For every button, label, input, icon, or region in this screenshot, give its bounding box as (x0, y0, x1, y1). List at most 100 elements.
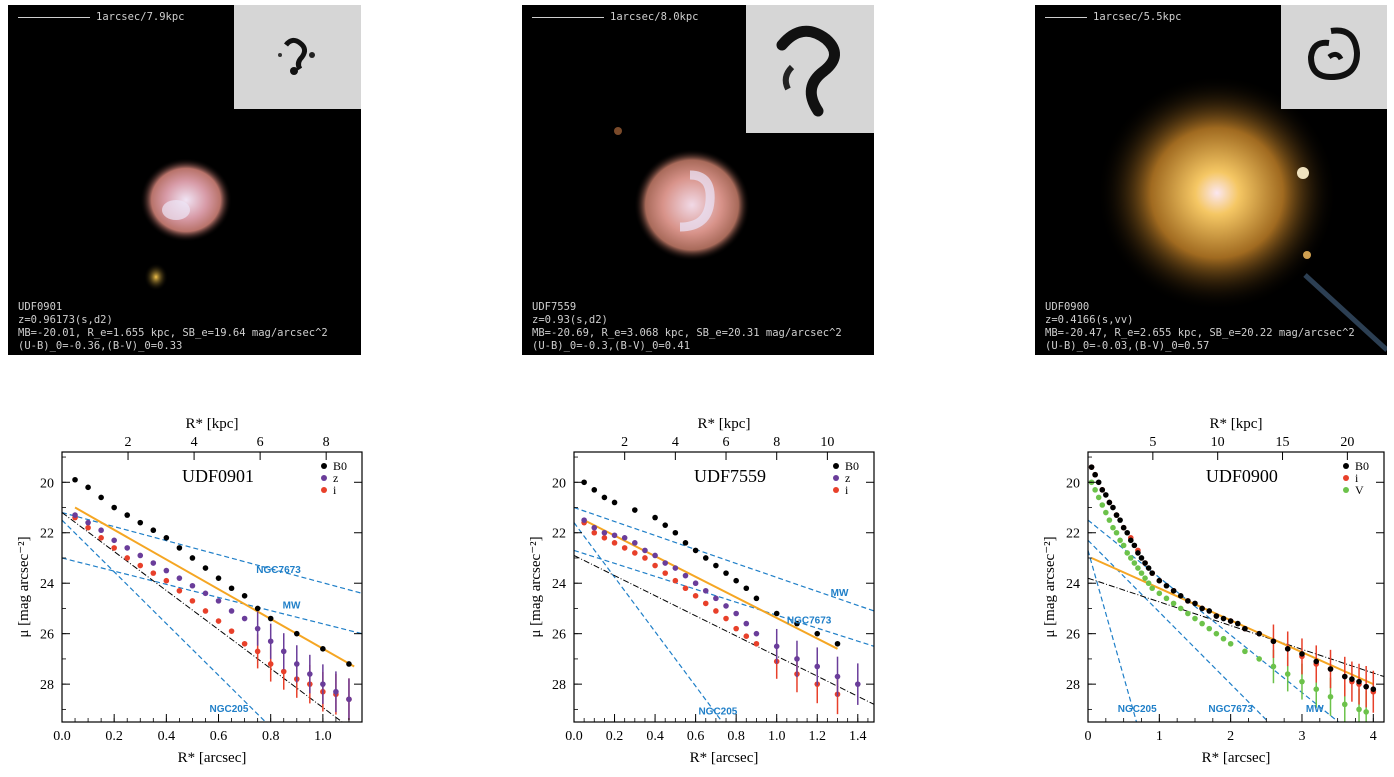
data-point (773, 643, 780, 650)
data-point (163, 567, 170, 574)
reference-line (62, 511, 362, 594)
data-point (1135, 550, 1141, 556)
data-point (150, 560, 157, 566)
data-point (1149, 570, 1155, 576)
data-point (733, 577, 739, 584)
x-tick-label: 0.0 (53, 729, 71, 744)
data-point (743, 620, 750, 627)
top-axis-label: R* [kpc] (1210, 416, 1263, 432)
data-point (215, 618, 222, 624)
x-tick-label: 0 (1085, 729, 1092, 744)
data-point (601, 534, 608, 541)
data-point (773, 610, 780, 617)
data-point (743, 633, 750, 640)
data-point (1142, 575, 1148, 581)
data-point (1120, 524, 1127, 531)
info-line: MB=-20.47, R_e=2.655 kpc, SB_e=20.22 mag… (1045, 327, 1355, 339)
legend-label: B0 (333, 459, 347, 473)
data-point (254, 625, 261, 632)
data-point (189, 598, 196, 604)
info-line: (U-B)_0=-0.03,(B-V)_0=0.57 (1045, 340, 1210, 352)
data-point (1092, 487, 1098, 493)
y-tick-label: 22 (40, 527, 54, 542)
data-point (1199, 605, 1205, 612)
data-point (1370, 686, 1377, 692)
data-point (834, 640, 841, 647)
y-tick-label: 20 (40, 476, 54, 491)
data-point (267, 615, 274, 622)
data-point (662, 560, 669, 566)
data-point (1284, 671, 1291, 677)
data-point (723, 603, 729, 609)
chart-title: UDF7559 (694, 466, 766, 486)
data-point (241, 615, 248, 622)
data-point (176, 545, 183, 551)
top-tick-label: 4 (672, 435, 679, 450)
data-point (137, 562, 144, 569)
legend-marker (833, 487, 839, 493)
top-tick-label: 20 (1340, 435, 1354, 450)
legend-marker (833, 463, 839, 469)
data-point (124, 545, 131, 551)
data-point (642, 547, 648, 554)
data-point (1256, 630, 1262, 637)
x-tick-label: 4 (1370, 729, 1377, 744)
data-point (307, 671, 313, 677)
data-point (591, 529, 598, 536)
galaxy-image-graphic (140, 158, 232, 291)
data-point (202, 608, 209, 614)
data-point (111, 545, 117, 551)
data-point (1149, 585, 1155, 592)
data-point (1256, 656, 1262, 662)
data-point (1156, 577, 1163, 584)
data-point (124, 512, 131, 518)
data-point (1103, 492, 1109, 498)
fit-line (74, 506, 355, 668)
top-tick-label: 10 (820, 435, 834, 450)
data-point (72, 512, 78, 518)
x-tick-label: 0.8 (262, 729, 280, 744)
data-point (682, 585, 689, 592)
top-tick-label: 2 (621, 435, 628, 450)
data-point (814, 630, 821, 637)
data-point (202, 565, 209, 571)
top-tick-label: 15 (1276, 435, 1290, 450)
info-line: MB=-20.01, R_e=1.655 kpc, SB_e=19.64 mag… (18, 327, 328, 339)
data-point (1099, 502, 1106, 508)
legend-marker (1343, 475, 1349, 481)
reference-line (1088, 539, 1270, 722)
data-point (1124, 550, 1131, 556)
y-tick-label: 28 (40, 678, 54, 693)
data-point (150, 570, 157, 576)
data-point (611, 499, 618, 506)
data-point (267, 661, 274, 667)
x-tick-label: 0.4 (158, 729, 176, 744)
y-tick-label: 24 (1066, 577, 1080, 592)
data-point (581, 517, 587, 523)
reference-label: NGC205 (698, 706, 737, 717)
info-line: (U-B)_0=-0.3,(B-V)_0=0.41 (532, 340, 691, 352)
plot-frame (573, 451, 875, 723)
data-point (1192, 615, 1198, 622)
data-point (320, 681, 326, 687)
top-tick-label: 2 (125, 435, 132, 450)
reference-label: NGC205 (210, 704, 249, 715)
residual-inset (1281, 5, 1387, 109)
reference-label: NGC7673 (256, 565, 301, 576)
data-point (241, 593, 248, 599)
data-point (682, 540, 689, 546)
data-point (293, 630, 300, 637)
data-point (1124, 529, 1131, 536)
data-point (1213, 630, 1220, 637)
data-point (1113, 529, 1120, 536)
galaxy-info: UDF0900 z=0.4166(s,vv) MB=-20.47, R_e=2.65… (1045, 301, 1355, 353)
scale-label: 1arcsec/7.9kpc (96, 11, 185, 23)
reference-line (62, 519, 267, 722)
data-point (601, 494, 608, 501)
x-tick-label: 1.0 (314, 729, 332, 744)
data-point (702, 587, 709, 594)
data-point (98, 534, 104, 541)
x-tick-label: 0.4 (646, 729, 664, 744)
info-line: MB=-20.69, R_e=3.068 kpc, SB_e=20.31 mag… (532, 327, 842, 339)
data-point (1313, 658, 1320, 665)
